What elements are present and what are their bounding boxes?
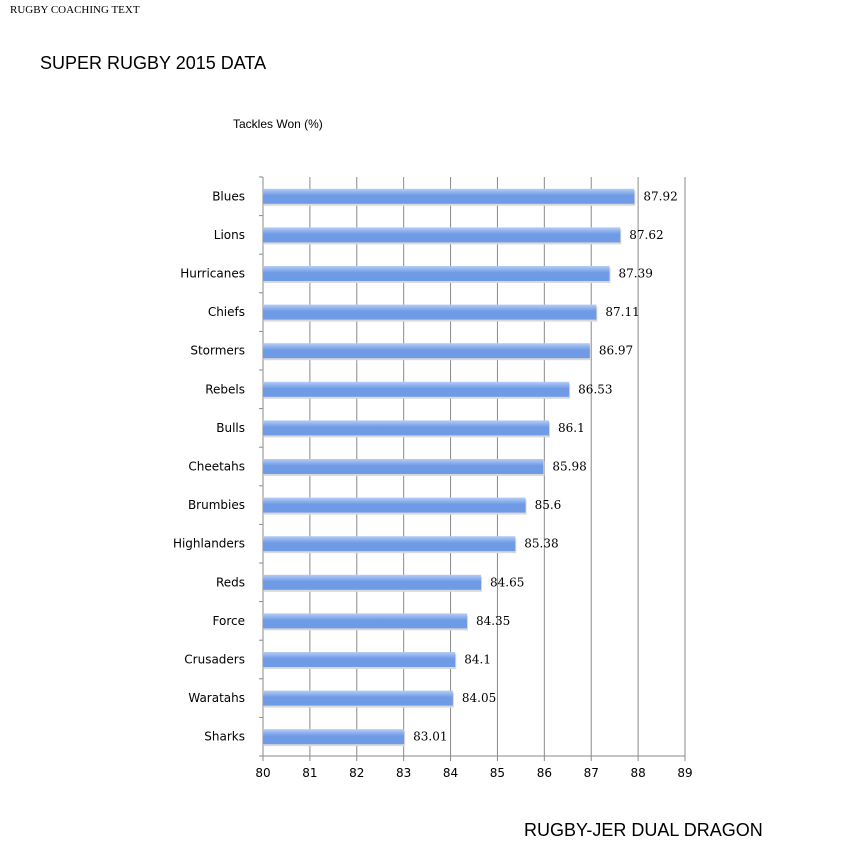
category-label: Hurricanes <box>180 267 245 281</box>
category-label: Blues <box>212 189 245 203</box>
category-label: Brumbies <box>188 498 245 512</box>
chart-title: SUPER RUGBY 2015 DATA <box>40 53 267 73</box>
category-label: Waratahs <box>188 691 245 705</box>
bar <box>263 188 635 204</box>
bar <box>263 690 453 706</box>
category-label: Crusaders <box>184 653 245 667</box>
x-tick-label: 81 <box>302 766 317 780</box>
bar <box>263 343 590 359</box>
bar <box>263 652 456 667</box>
bar <box>263 536 516 552</box>
value-label: 83.01 <box>413 730 447 744</box>
value-label: 87.11 <box>605 305 639 319</box>
x-tick-label: 88 <box>630 766 645 780</box>
value-label: 84.35 <box>476 614 510 628</box>
bar <box>263 497 526 513</box>
footer-text: RUGBY-JER DUAL DRAGON <box>524 820 763 840</box>
category-label: Sharks <box>204 730 245 744</box>
value-label: 87.39 <box>619 267 653 281</box>
header-text: RUGBY COACHING TEXT <box>10 4 140 16</box>
bar <box>263 729 405 745</box>
value-label: 87.92 <box>643 189 677 203</box>
value-label: 85.38 <box>524 537 558 551</box>
bar <box>263 613 467 629</box>
category-label: Rebels <box>205 382 245 396</box>
category-label: Chiefs <box>208 305 245 319</box>
category-label: Bulls <box>216 421 245 435</box>
x-tick-label: 83 <box>396 766 411 780</box>
bar <box>263 381 570 397</box>
x-tick-label: 84 <box>443 766 458 780</box>
bar <box>263 420 550 436</box>
value-label: 85.98 <box>552 460 586 474</box>
x-tick-label: 87 <box>584 766 599 780</box>
bar <box>263 459 544 474</box>
value-label: 85.6 <box>535 498 562 512</box>
bar <box>263 227 621 243</box>
category-label: Stormers <box>190 344 245 358</box>
value-label: 86.1 <box>558 421 585 435</box>
x-tick-label: 86 <box>537 766 552 780</box>
value-label: 86.97 <box>599 344 633 358</box>
series-title: Tackles Won (%) <box>233 117 323 131</box>
value-label: 84.1 <box>464 653 491 667</box>
x-tick-label: 80 <box>255 766 270 780</box>
category-label: Highlanders <box>173 537 245 551</box>
value-label: 84.05 <box>462 691 496 705</box>
x-tick-label: 82 <box>349 766 364 780</box>
category-label: Force <box>213 614 245 628</box>
category-label: Cheetahs <box>188 460 245 474</box>
category-label: Reds <box>216 575 245 589</box>
x-tick-label: 89 <box>677 766 692 780</box>
value-label: 86.53 <box>578 382 612 396</box>
bar <box>263 304 597 320</box>
x-tick-label: 85 <box>490 766 505 780</box>
bar <box>263 266 610 281</box>
value-label: 84.65 <box>490 575 524 589</box>
bar <box>263 574 482 590</box>
category-label: Lions <box>214 228 245 242</box>
value-label: 87.62 <box>629 228 663 242</box>
